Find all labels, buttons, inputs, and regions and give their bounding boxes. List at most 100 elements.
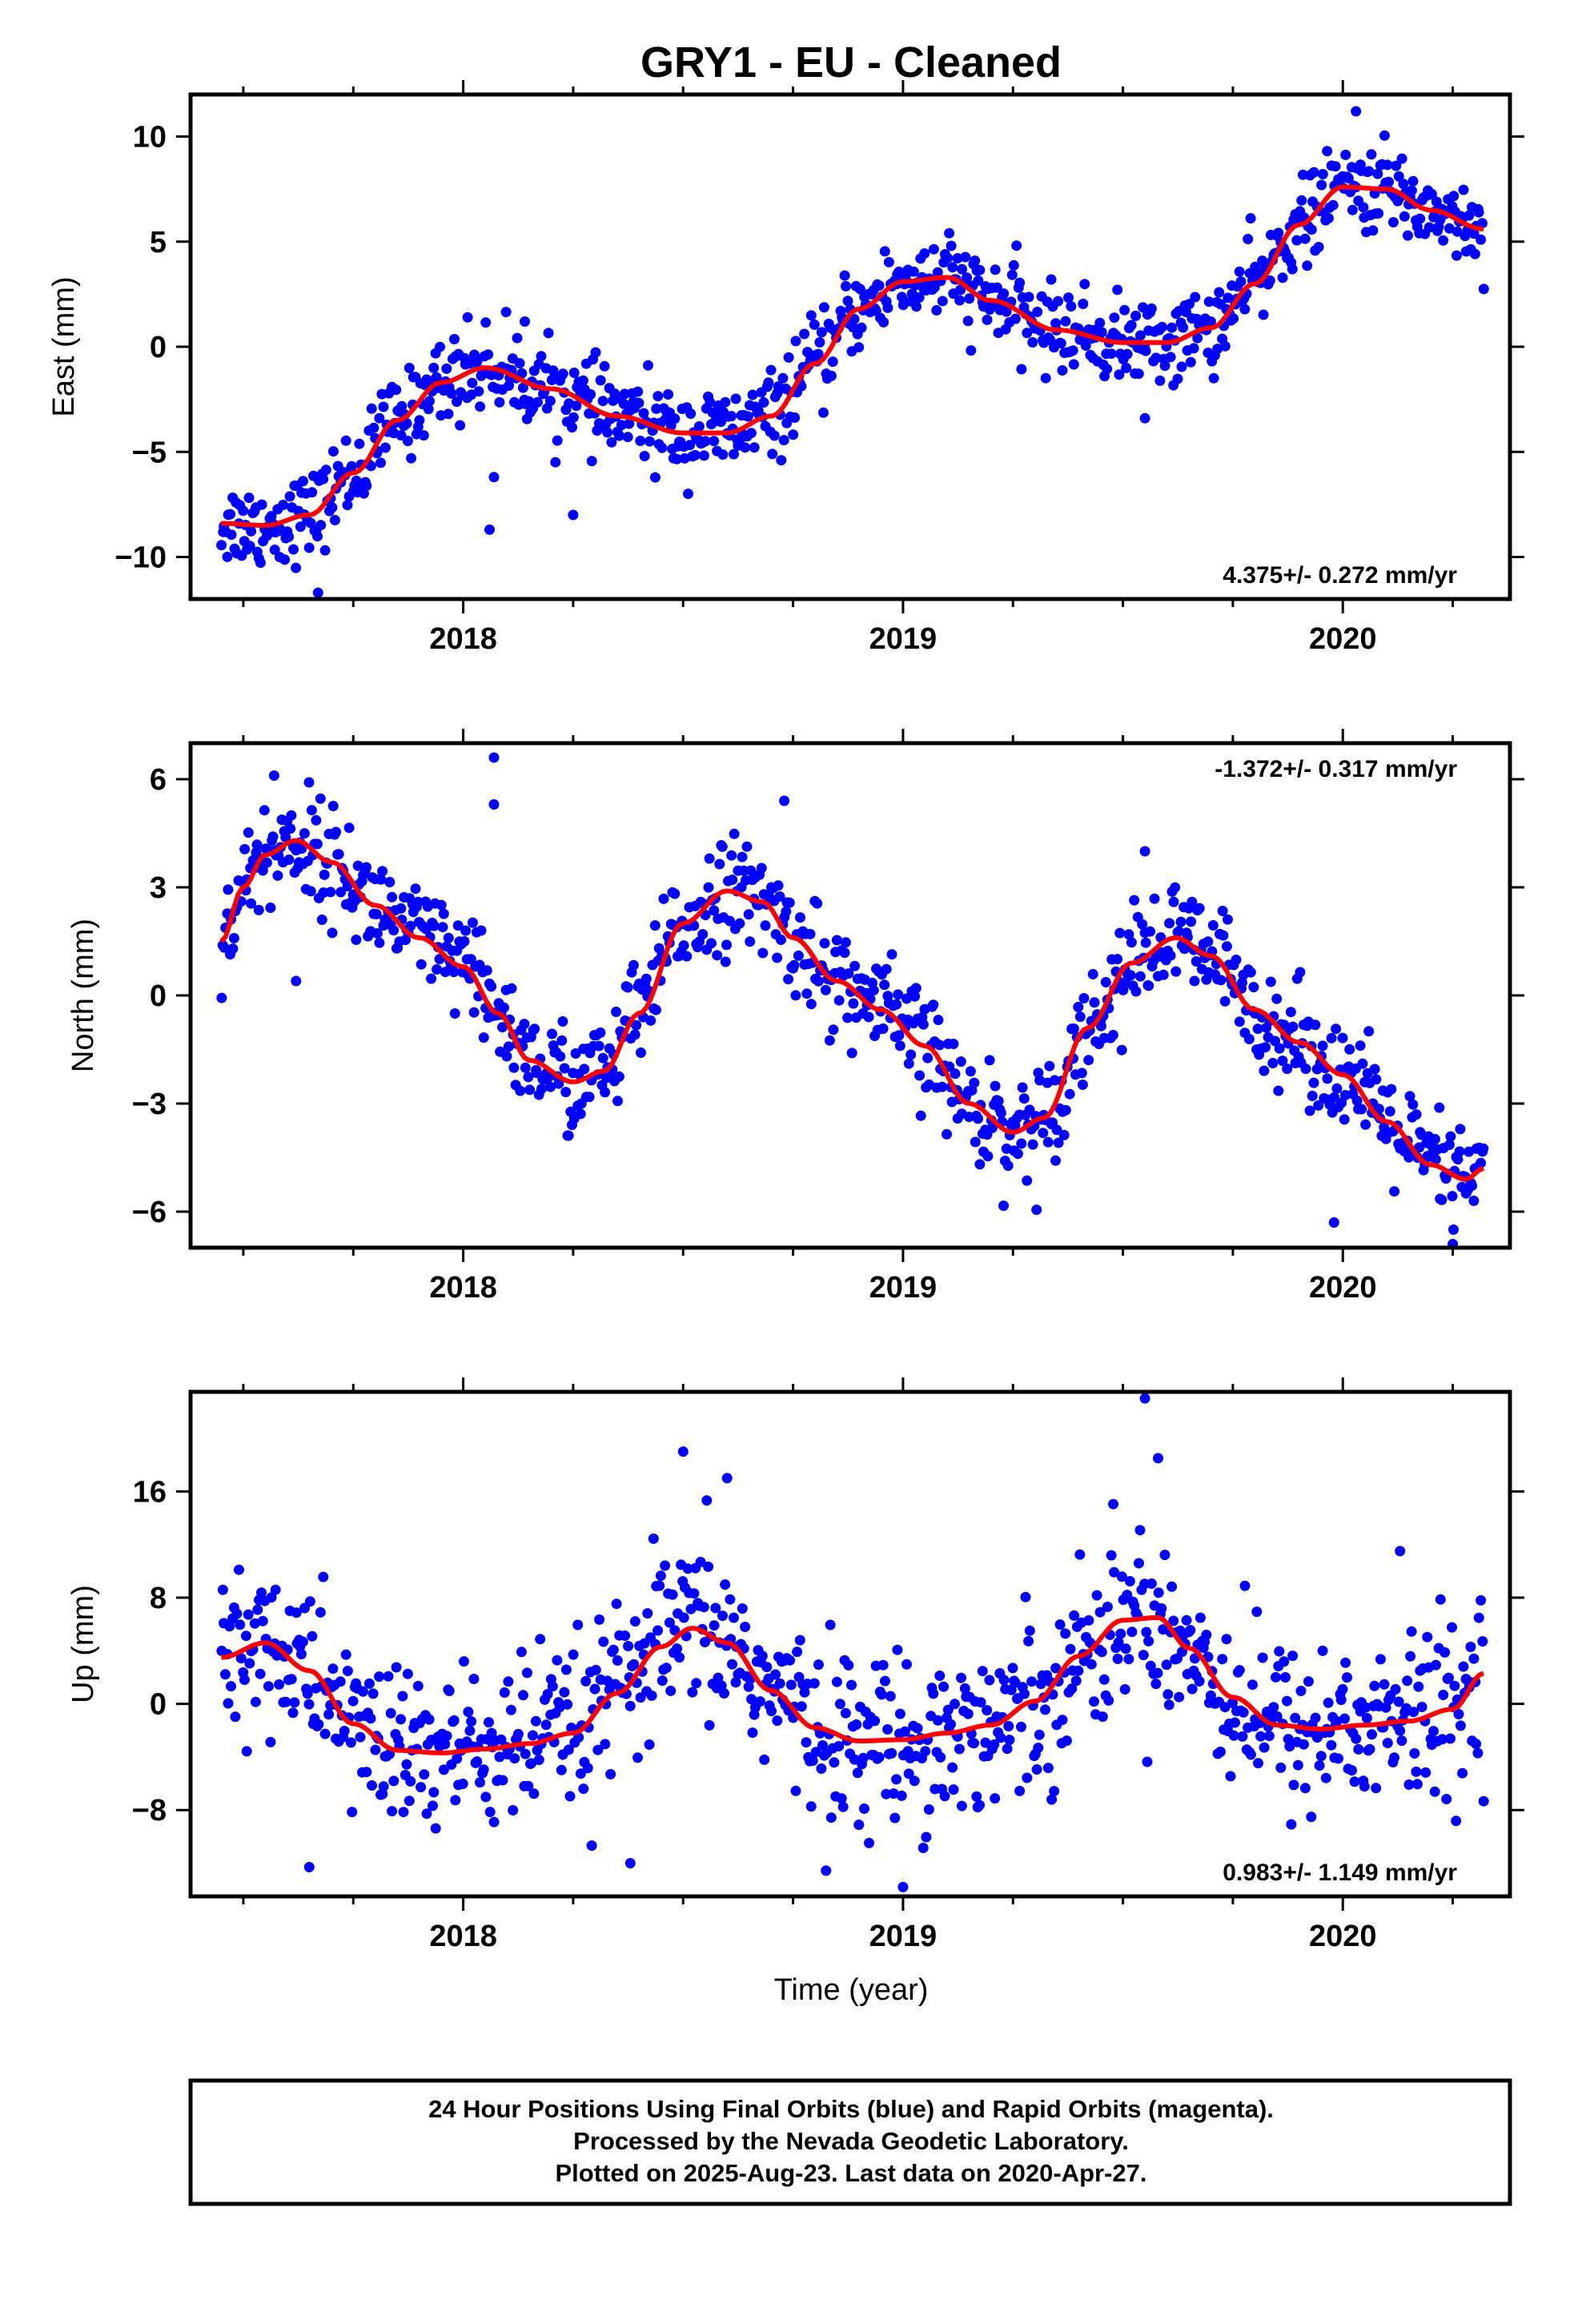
data-point [1185,356,1196,368]
data-point [1285,1007,1296,1018]
data-point [969,1738,979,1749]
data-point [401,1759,412,1770]
data-point [559,1063,570,1074]
data-point [1168,896,1179,907]
data-point [793,950,804,961]
data-point [550,456,561,468]
data-point [435,341,445,352]
data-point [385,1707,396,1719]
data-point [899,1726,910,1737]
y-tick-label: 16 [133,1475,167,1509]
data-point [1292,1759,1303,1771]
data-point [944,227,955,239]
data-point [295,521,306,533]
data-point [1122,1590,1133,1601]
data-point [1426,188,1437,199]
data-point [677,1446,689,1458]
data-point [772,952,783,963]
data-point [893,1030,905,1041]
data-point [375,457,386,468]
data-point [859,1803,869,1814]
data-point [1473,1612,1484,1623]
data-point [984,1675,995,1686]
data-point [710,1602,721,1614]
data-point [799,328,810,340]
data-point [1299,233,1311,244]
data-point [613,1071,624,1082]
data-point [505,1704,516,1715]
data-point [763,377,774,388]
y-tick-label: 10 [133,121,167,155]
data-point [527,1730,538,1741]
data-point [1185,1625,1196,1636]
data-point [828,1024,839,1035]
data-point [1201,1630,1212,1640]
data-point [1070,1675,1082,1687]
data-point [437,922,448,933]
data-point [1157,321,1167,332]
data-point [1153,1587,1164,1598]
data-point [687,1687,698,1698]
data-point [291,1607,302,1618]
data-point [1299,1783,1311,1794]
data-point [695,1557,706,1567]
data-point [216,540,227,551]
data-point [779,795,790,806]
data-point [1040,372,1051,384]
data-point [635,436,646,446]
data-point [449,1008,460,1019]
y-axis-label: East (mm) [47,276,81,416]
data-point [363,1678,375,1689]
data-point [1125,970,1136,981]
data-point [1073,1002,1084,1012]
data-point [1002,1743,1013,1755]
data-point [568,509,579,521]
data-point [1416,1702,1427,1712]
data-point [256,1587,267,1598]
data-point [553,1078,564,1089]
data-point [805,310,817,321]
data-point [729,828,740,839]
data-point [950,1699,960,1710]
data-point [586,456,597,467]
data-point [698,1602,709,1613]
data-point [1328,1217,1339,1228]
data-point [746,1694,757,1705]
data-point [1415,213,1426,224]
data-point [897,1881,909,1892]
data-point [1295,967,1306,978]
data-point [288,544,299,555]
data-point [928,243,939,255]
data-point [1192,332,1203,344]
data-point [1150,1679,1162,1690]
data-point [970,255,981,266]
data-point [542,1689,553,1699]
data-point [1122,348,1133,360]
y-tick-label: 0 [150,979,167,1013]
data-point [1452,1154,1464,1165]
data-point [1205,316,1216,328]
fit-line [221,184,1484,529]
data-point [602,1675,613,1687]
data-point [1235,276,1247,287]
data-point [965,1066,976,1077]
data-point [864,1837,874,1848]
data-point [421,1808,432,1819]
data-point [995,1108,1006,1119]
data-point [533,1755,544,1765]
data-point [917,1843,929,1853]
data-point [597,396,608,407]
data-point [1317,1645,1328,1656]
data-point [231,1608,243,1619]
y-tick-label: −6 [132,1196,167,1229]
data-point [717,1610,728,1622]
data-point [973,1113,983,1124]
data-point [1230,1717,1240,1728]
data-point [1245,967,1256,978]
data-point [848,998,859,1009]
data-point [1402,230,1413,241]
plot-frame [188,1389,1512,1899]
data-point [885,1691,896,1702]
data-point [523,1072,534,1083]
data-point [1094,317,1106,328]
